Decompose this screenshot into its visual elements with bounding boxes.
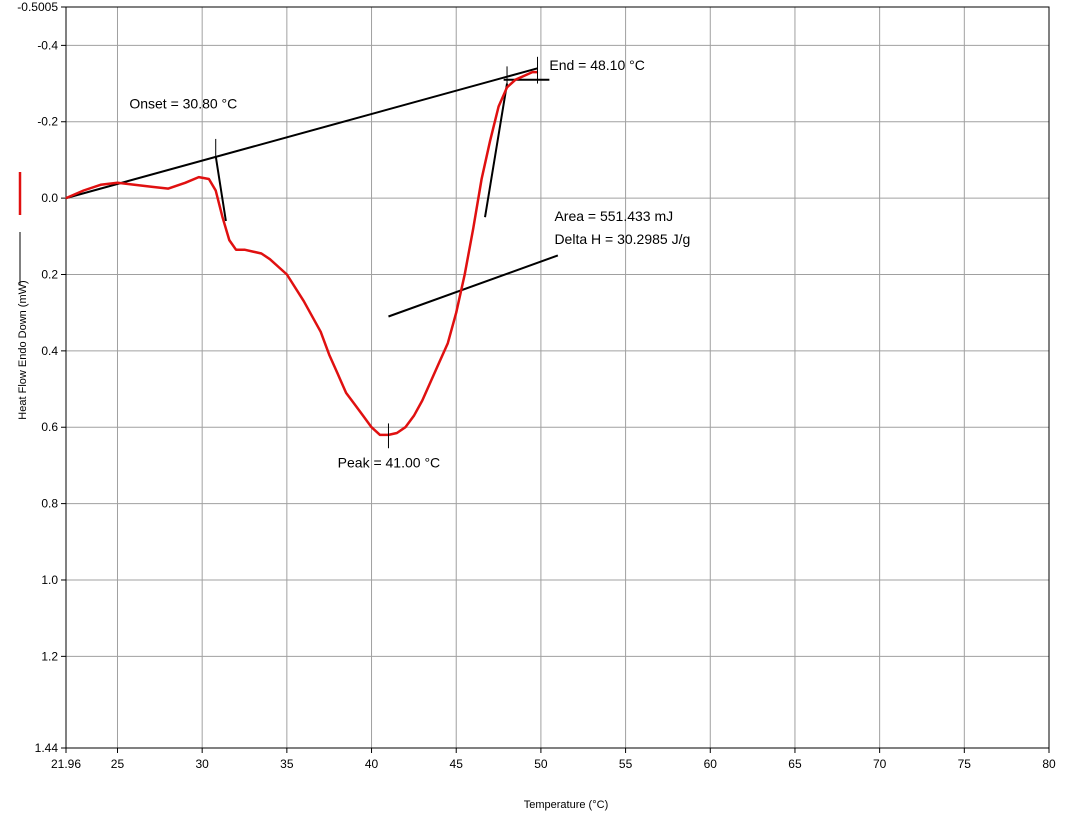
y-tick-label: 0.0 [41, 191, 58, 205]
series-point [328, 354, 330, 356]
series-point [413, 415, 415, 417]
x-tick-label: 40 [365, 757, 379, 771]
series-point [208, 178, 210, 180]
series-point [472, 228, 474, 230]
onset-tangent-line [214, 155, 227, 222]
end-tangent-line [484, 83, 509, 218]
series-point [531, 71, 534, 73]
y-tick-label: -0.2 [37, 115, 58, 129]
y-tick-label: 1.0 [41, 573, 58, 587]
x-axis-title: Temperature (°C) [524, 799, 608, 811]
series-point [447, 342, 449, 344]
y-tick-label: 0.8 [41, 497, 58, 511]
series-point [438, 361, 440, 363]
series-group [65, 70, 539, 437]
end-annotation: End = 48.10 °C [549, 57, 645, 73]
peak-annotation: Peak = 41.00 °C [338, 454, 441, 470]
series-point [481, 178, 483, 180]
series-point [133, 184, 136, 186]
series-point [421, 399, 423, 402]
series-point [167, 187, 169, 190]
x-tick-label: 25 [111, 757, 125, 771]
series-point [184, 182, 186, 184]
series-point [320, 331, 322, 333]
series-point [396, 432, 398, 434]
x-tick-label: 75 [958, 757, 972, 771]
y-tick-label: 1.44 [35, 741, 59, 755]
x-tick-label: 30 [195, 757, 209, 771]
series-point [221, 216, 224, 218]
series-point [404, 426, 407, 428]
y-tick-label: 1.2 [41, 649, 58, 663]
x-tick-label: 21.96 [51, 757, 81, 771]
onset-annotation: Onset = 30.80 °C [129, 95, 237, 111]
y-tick-label: 0.2 [41, 267, 58, 281]
y-axis-ticks: -0.5005 -0.4 -0.2 0.0 0.2 0.4 0.6 0.8 1.0 1.2 1.44 [17, 0, 66, 755]
series-point [116, 182, 119, 184]
x-tick-label: 60 [704, 757, 718, 771]
x-tick-label: 35 [280, 757, 294, 771]
x-tick-label: 55 [619, 757, 633, 771]
y-tick-label: 0.6 [41, 420, 58, 434]
series-point [83, 189, 85, 192]
series-point [523, 75, 525, 77]
series-point [345, 392, 347, 394]
series-point [228, 239, 230, 241]
series-point [362, 415, 364, 417]
series-point [235, 249, 237, 251]
series-point [150, 186, 152, 188]
x-tick-label: 70 [873, 757, 887, 771]
series-point [506, 86, 508, 88]
y-tick-label: 0.4 [41, 344, 58, 358]
x-tick-label: 50 [534, 757, 548, 771]
series-point [260, 252, 263, 255]
y-axis-title: Heat Flow Endo Down (mW) [17, 280, 29, 419]
series-point [337, 373, 339, 375]
series-point [464, 273, 466, 276]
y-tick-label: -0.4 [37, 38, 58, 52]
series-point [303, 300, 305, 302]
series-point [489, 140, 491, 142]
baseline-line [65, 67, 538, 200]
series-point [353, 403, 356, 405]
plot-frame [65, 6, 1050, 749]
area-marker-line [388, 254, 559, 318]
series-point [99, 184, 102, 186]
series-point [198, 176, 200, 178]
series-point [455, 312, 457, 314]
series-point [65, 197, 67, 199]
markers [215, 56, 539, 449]
y-tick-label: -0.5005 [17, 0, 58, 14]
series-point [370, 426, 373, 428]
delta-h-annotation: Delta H = 30.2985 J/g [554, 231, 690, 247]
series-point [286, 273, 288, 276]
x-tick-label: 65 [788, 757, 802, 771]
series-point [514, 79, 517, 81]
series-point [269, 258, 271, 260]
annotations: Onset = 30.80 °C End = 48.10 °C Area = 551… [129, 57, 690, 470]
x-tick-label: 45 [450, 757, 464, 771]
series-point [497, 105, 500, 108]
series-point [215, 189, 217, 192]
x-axis-ticks: 21.96 25 30 35 40 45 50 55 60 65 70 75 80 [51, 748, 1056, 771]
series-point [379, 434, 381, 436]
area-annotation: Area = 551.433 mJ [554, 208, 673, 224]
series-point [243, 249, 246, 251]
series-point [430, 380, 432, 383]
analysis-lines [65, 67, 559, 318]
series-point [252, 250, 254, 253]
x-tick-label: 80 [1042, 757, 1056, 771]
